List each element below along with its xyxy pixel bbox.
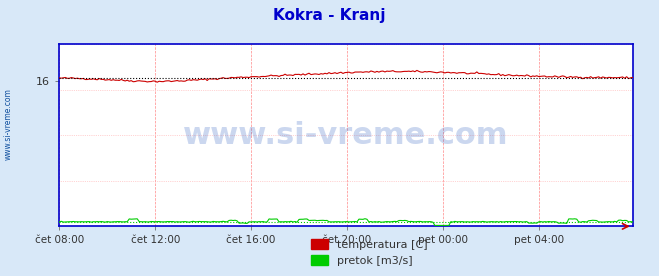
Text: www.si-vreme.com: www.si-vreme.com	[3, 88, 13, 160]
Legend: temperatura [C], pretok [m3/s]: temperatura [C], pretok [m3/s]	[306, 234, 432, 270]
Text: Kokra - Kranj: Kokra - Kranj	[273, 8, 386, 23]
Text: www.si-vreme.com: www.si-vreme.com	[183, 121, 509, 150]
